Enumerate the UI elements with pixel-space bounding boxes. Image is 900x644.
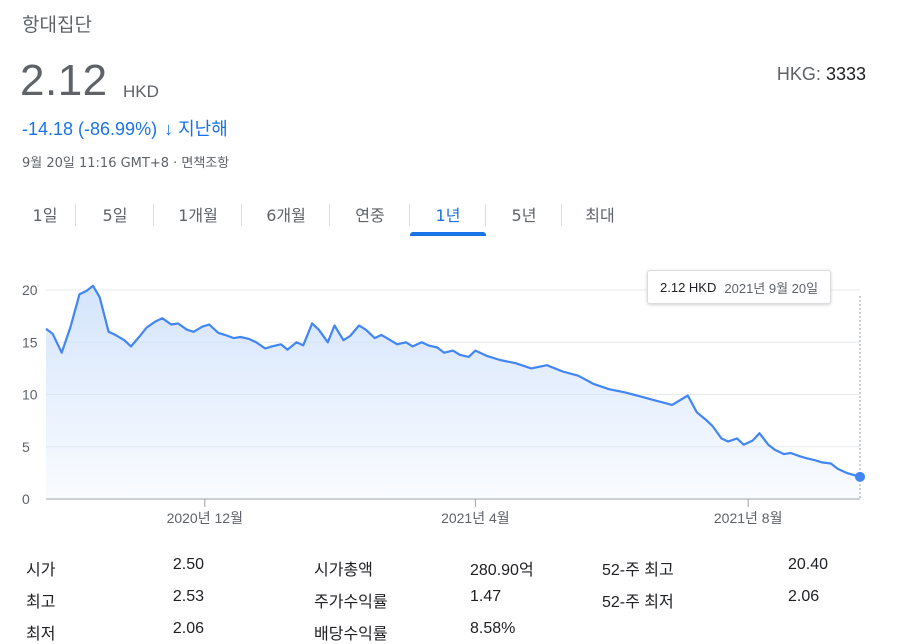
stat-label-low: 최저 [26,626,56,643]
stat-label-pe-ratio: 주가수익률 [314,594,388,611]
arrow-down-icon: ↓ [164,119,174,139]
chart-tooltip: 2.12 HKD 2021년 9월 20일 [647,270,832,304]
tab-max[interactable]: 최대 [562,196,638,232]
tab-label: 1개월 [178,206,218,225]
stat-value-52wk-high: 20.40 [788,556,829,573]
tab-1-year[interactable]: 1년 [410,196,486,236]
stat-value-low: 2.06 [172,620,204,637]
tooltip-date: 2021년 9월 20일 [724,280,819,296]
tab-1-day[interactable]: 1일 [14,196,76,232]
stock-price: 2.12 [20,56,108,105]
disclaimer-link[interactable]: 면책조항 [181,156,230,171]
tab-label: 5년 [511,206,537,225]
price-chart[interactable]: 0 5 10 15 20 2020년 12월 2021년 4월 2021년 8월 [0,260,900,540]
range-tabs: 1일 5일 1개월 6개월 연중 1년 5년 최대 [14,196,638,236]
tab-ytd[interactable]: 연중 [330,196,410,232]
series-area [46,285,860,499]
tab-1-month[interactable]: 1개월 [154,196,242,232]
x-tick-label: 2020년 12월 [167,510,243,526]
tab-label: 최대 [585,206,615,225]
tooltip-price: 2.12 HKD [660,279,717,295]
tab-label: 6개월 [266,206,306,225]
tab-5-day[interactable]: 5일 [76,196,154,232]
y-tick-label: 15 [22,334,38,350]
exchange-label: HKG: [776,64,821,84]
ticker-symbol: 3333 [825,64,866,84]
exchange-ticker: HKG: 3333 [777,64,866,85]
tab-label: 5일 [102,206,128,225]
stat-value-open: 2.50 [172,556,204,573]
stat-label-div-yield: 배당수익률 [314,626,388,643]
tab-label: 1일 [32,206,58,225]
change-value: -14.18 (-86.99%) [22,119,158,139]
quote-timestamp: 9월 20일 11:16 GMT+8 · 면책조항 [22,152,229,171]
stat-value-high: 2.53 [172,588,204,605]
stat-label-52wk-high: 52-주 최고 [602,562,674,579]
currency-label: HKD [123,82,159,101]
tab-label: 1년 [435,206,461,225]
change-period: 지난해 [178,119,228,139]
y-tick-label: 20 [22,282,38,298]
y-tick-label: 5 [22,439,30,455]
stat-label-open: 시가 [26,562,56,579]
tab-5-year[interactable]: 5년 [486,196,562,232]
stat-label-high: 최고 [26,594,56,611]
y-tick-label: 10 [22,387,38,403]
series-line [45,284,861,478]
x-tick-label: 2021년 8월 [714,510,783,526]
stat-value-market-cap: 280.90억 [470,562,534,579]
tab-label: 연중 [355,206,385,225]
company-name: 항대집단 [22,14,92,36]
current-point [855,471,865,482]
stat-value-52wk-low: 2.06 [788,588,820,605]
stat-value-pe-ratio: 1.47 [470,588,502,605]
tab-6-month[interactable]: 6개월 [242,196,330,232]
stat-label-52wk-low: 52-주 최저 [602,594,674,611]
timestamp-text: 9월 20일 11:16 GMT+8 · [22,156,182,171]
stat-label-market-cap: 시가총액 [314,562,373,579]
y-tick-label: 0 [22,491,30,507]
stat-value-div-yield: 8.58% [470,620,516,637]
x-tick-label: 2021년 4월 [441,510,510,526]
price-change: -14.18 (-86.99%) ↓ 지난해 [22,115,228,141]
